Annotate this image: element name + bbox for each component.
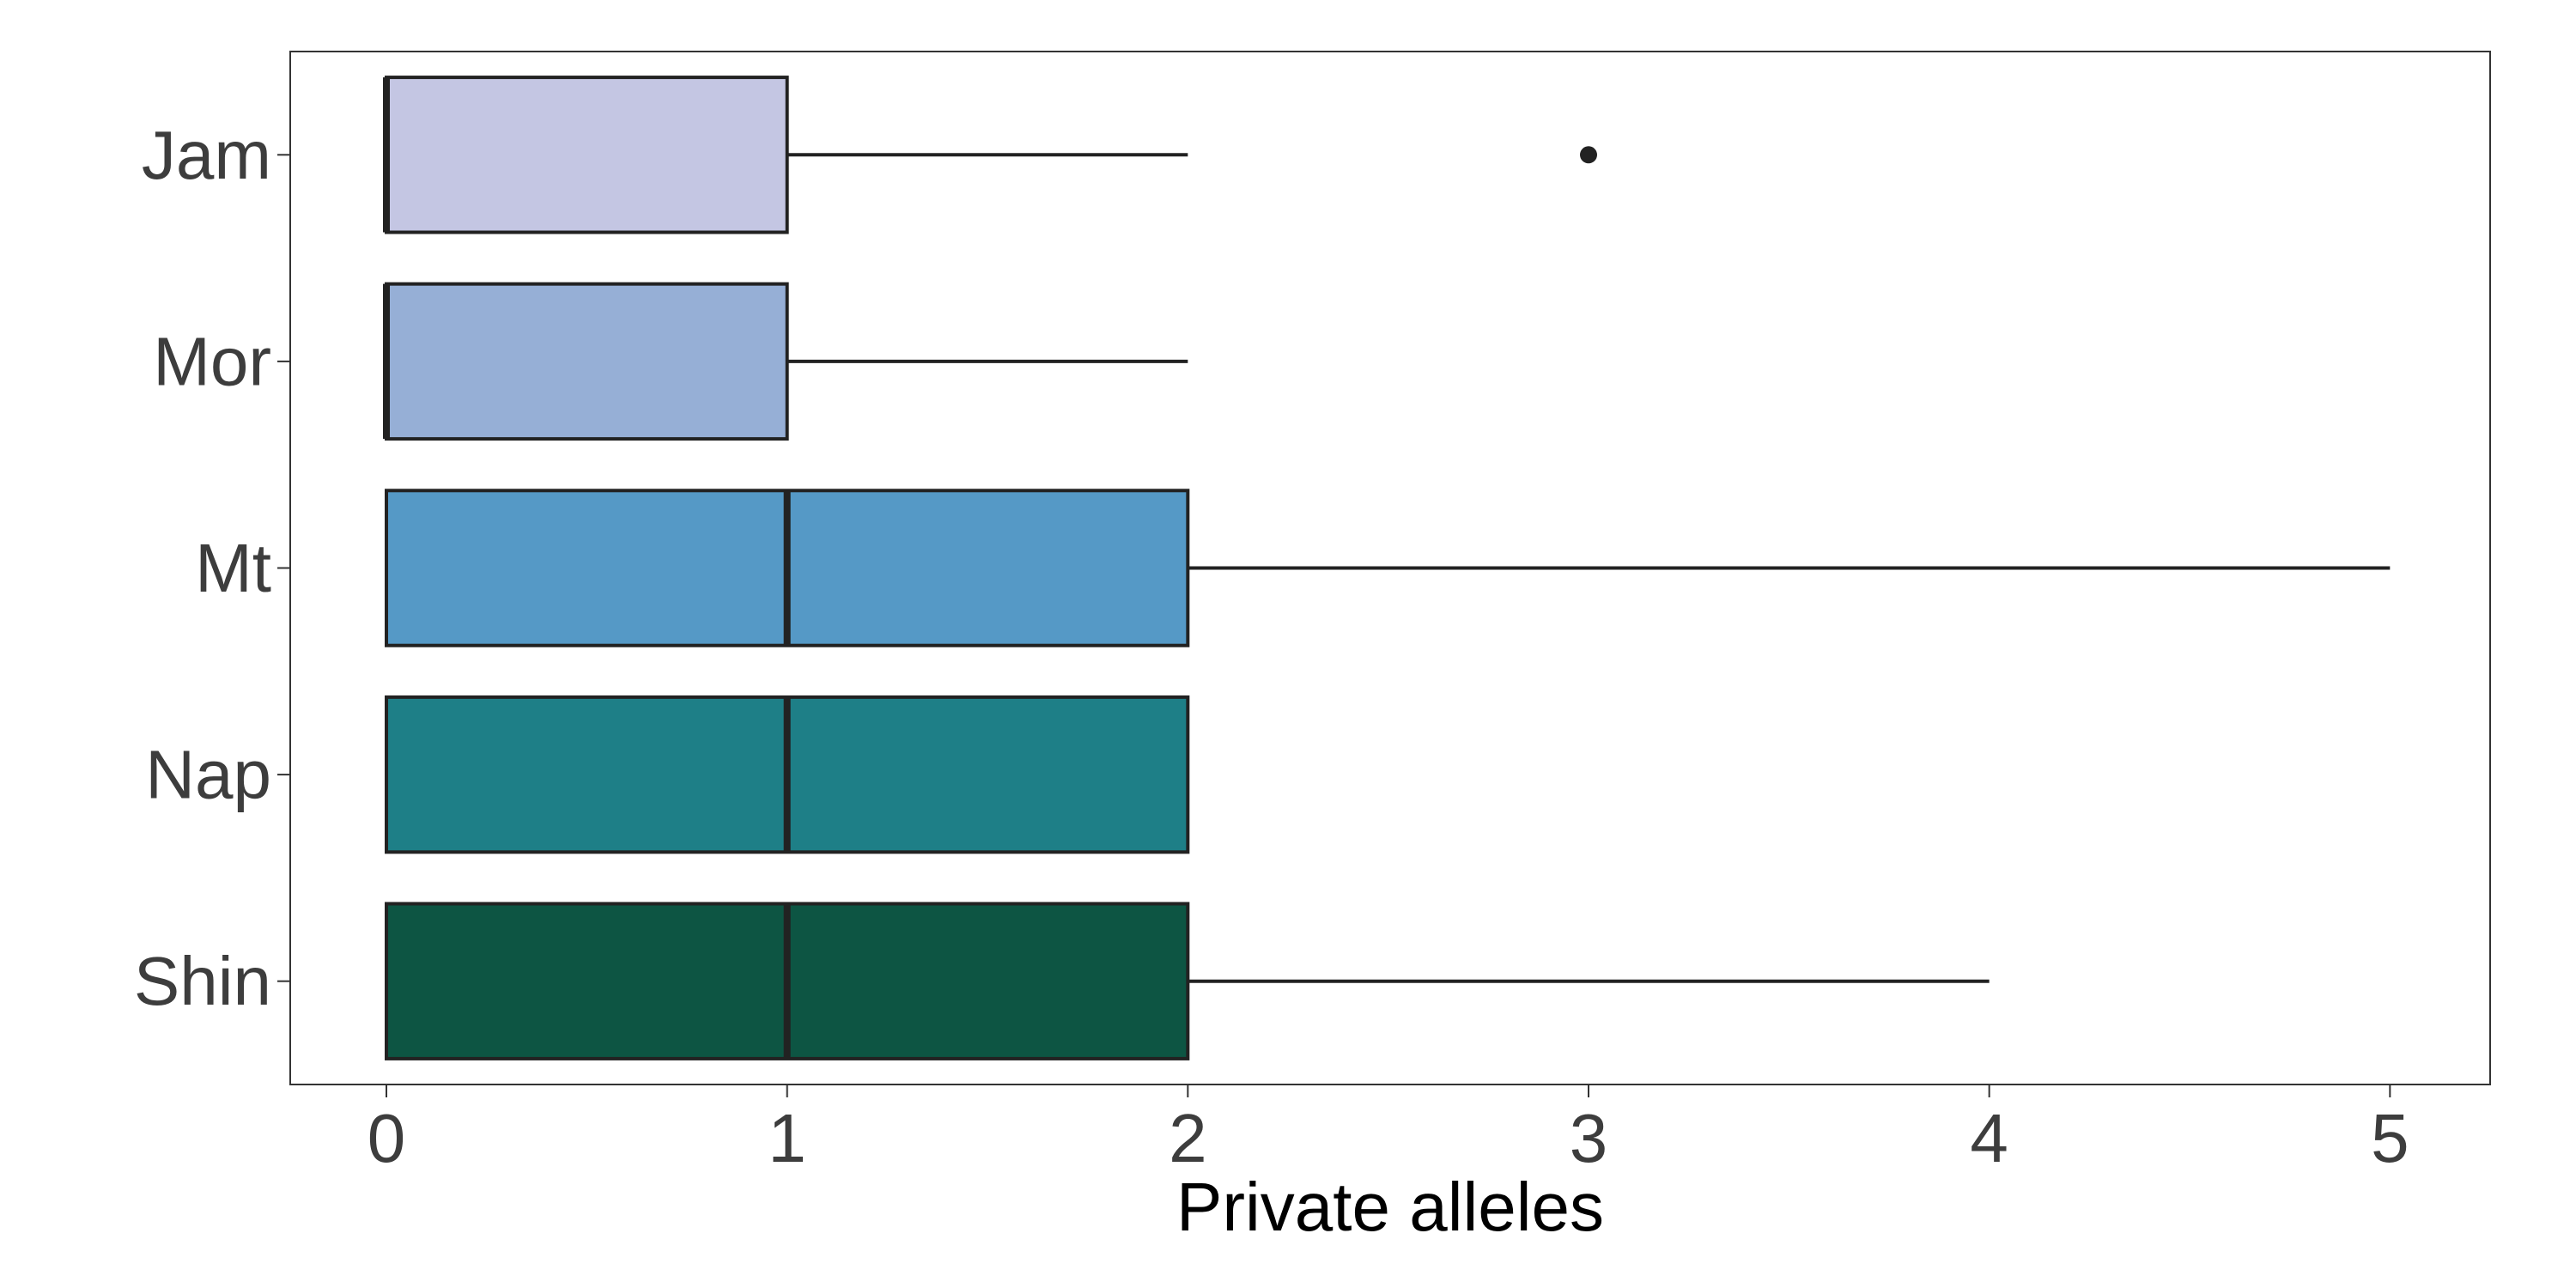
x-tick-label-3: 3 — [1570, 1100, 1608, 1176]
y-tick-label-shin: Shin — [134, 943, 271, 1019]
y-tick-label-mt: Mt — [195, 530, 271, 606]
box-jam — [383, 76, 1597, 234]
box-shin — [385, 902, 1990, 1060]
y-axis: Jam Mor Mt Nap Shin — [134, 117, 290, 1019]
box-rect — [385, 282, 789, 441]
x-axis: 0 1 2 3 4 5 — [368, 1084, 2409, 1176]
boxes-layer — [383, 76, 2391, 1060]
x-axis-title: Private alleles — [1176, 1169, 1604, 1245]
x-tick-label-1: 1 — [768, 1100, 806, 1176]
x-tick-label-4: 4 — [1970, 1100, 2008, 1176]
y-tick-label-mor: Mor — [153, 323, 271, 399]
box-rect — [385, 76, 789, 234]
x-tick-label-2: 2 — [1169, 1100, 1207, 1176]
y-tick-label-nap: Nap — [145, 737, 271, 813]
box-nap — [385, 695, 1190, 854]
box-mt — [385, 489, 2391, 647]
y-tick-label-jam: Jam — [142, 117, 271, 193]
box-mor — [383, 282, 1188, 441]
outlier-point — [1580, 146, 1597, 164]
x-tick-label-0: 0 — [368, 1100, 406, 1176]
x-tick-label-5: 5 — [2371, 1100, 2409, 1176]
